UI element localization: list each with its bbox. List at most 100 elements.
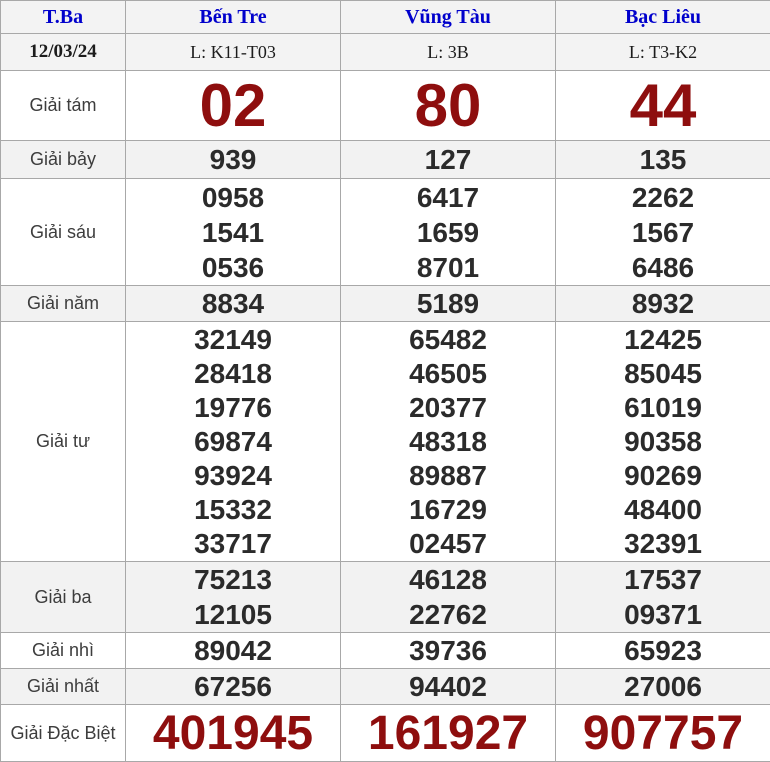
prize-label-second: Giải nhì [1,633,126,669]
prize-number: 12105 [126,597,340,632]
prize-number: 907757 [556,706,770,761]
prize-cell: 94402 [341,669,556,705]
prize-cell: 907757 [556,705,770,762]
prize-number: 61019 [556,391,770,425]
prize-cell: 67256 [126,669,341,705]
prize-number: 0958 [126,180,340,215]
prize-number: 94402 [341,669,555,704]
station-link-ben-tre[interactable]: Bến Tre [126,1,341,34]
prize-number: 17537 [556,562,770,597]
prize-row-sixth: Giải sáu 0958 1541 0536 6417 1659 8701 2… [1,179,770,286]
prize-number: 1541 [126,215,340,250]
prize-number: 65923 [556,633,770,668]
prize-cell: 401945 [126,705,341,762]
prize-number: 67256 [126,669,340,704]
prize-number: 1659 [341,215,555,250]
prize-number: 8834 [126,286,340,321]
prize-cell: 17537 09371 [556,562,770,633]
loto-code-ben-tre: L: K11-T03 [126,34,341,71]
prize-label-third: Giải ba [1,562,126,633]
prize-number: 02 [126,72,340,140]
prize-number: 32391 [556,527,770,561]
prize-number: 09371 [556,597,770,632]
draw-date: 12/03/24 [1,34,126,71]
prize-number: 46505 [341,357,555,391]
prize-cell: 127 [341,141,556,179]
prize-number: 127 [341,142,555,177]
prize-cell: 2262 1567 6486 [556,179,770,286]
station-link-vung-tau[interactable]: Vũng Tàu [341,1,556,34]
prize-number: 02457 [341,527,555,561]
prize-number: 27006 [556,669,770,704]
prize-number: 89042 [126,633,340,668]
prize-number: 90269 [556,459,770,493]
prize-label-sixth: Giải sáu [1,179,126,286]
prize-label-first: Giải nhất [1,669,126,705]
prize-number: 90358 [556,425,770,459]
prize-number: 48400 [556,493,770,527]
prize-number: 1567 [556,215,770,250]
prize-cell: 46128 22762 [341,562,556,633]
prize-number: 48318 [341,425,555,459]
prize-cell: 161927 [341,705,556,762]
prize-row-second: Giải nhì 89042 39736 65923 [1,633,770,669]
prize-cell: 8834 [126,286,341,322]
prize-row-special: Giải Đặc Biệt 401945 161927 907757 [1,705,770,762]
prize-row-third: Giải ba 75213 12105 46128 22762 17537 09… [1,562,770,633]
prize-number: 28418 [126,357,340,391]
prize-number: 46128 [341,562,555,597]
prize-label-fifth: Giải năm [1,286,126,322]
prize-number: 39736 [341,633,555,668]
prize-cell: 65923 [556,633,770,669]
prize-cell: 75213 12105 [126,562,341,633]
prize-number: 16729 [341,493,555,527]
prize-cell: 12425 85045 61019 90358 90269 48400 3239… [556,322,770,562]
prize-label-seventh: Giải bảy [1,141,126,179]
prize-number: 33717 [126,527,340,561]
prize-cell: 0958 1541 0536 [126,179,341,286]
prize-number: 93924 [126,459,340,493]
prize-number: 65482 [341,323,555,357]
prize-cell: 135 [556,141,770,179]
prize-label-special: Giải Đặc Biệt [1,705,126,762]
prize-label-eighth: Giải tám [1,71,126,141]
prize-row-seventh: Giải bảy 939 127 135 [1,141,770,179]
prize-cell: 39736 [341,633,556,669]
prize-row-fifth: Giải năm 8834 5189 8932 [1,286,770,322]
prize-number: 8701 [341,250,555,285]
prize-cell: 939 [126,141,341,179]
prize-number: 80 [341,72,555,140]
prize-cell: 8932 [556,286,770,322]
prize-number: 69874 [126,425,340,459]
prize-number: 22762 [341,597,555,632]
prize-number: 401945 [126,706,340,761]
loto-code-bac-lieu: L: T3-K2 [556,34,770,71]
prize-number: 89887 [341,459,555,493]
prize-number: 6486 [556,250,770,285]
prize-cell: 89042 [126,633,341,669]
prize-cell: 02 [126,71,341,141]
prize-number: 44 [556,72,770,140]
prize-number: 939 [126,142,340,177]
prize-number: 75213 [126,562,340,597]
prize-row-eighth: Giải tám 02 80 44 [1,71,770,141]
prize-number: 12425 [556,323,770,357]
prize-number: 6417 [341,180,555,215]
day-header-link[interactable]: T.Ba [1,1,126,34]
prize-number: 0536 [126,250,340,285]
prize-row-first: Giải nhất 67256 94402 27006 [1,669,770,705]
station-link-bac-lieu[interactable]: Bạc Liêu [556,1,770,34]
header-row: T.Ba Bến Tre Vũng Tàu Bạc Liêu [1,1,770,34]
prize-number: 19776 [126,391,340,425]
prize-number: 15332 [126,493,340,527]
prize-cell: 65482 46505 20377 48318 89887 16729 0245… [341,322,556,562]
prize-number: 20377 [341,391,555,425]
prize-number: 161927 [341,706,555,761]
prize-row-fourth: Giải tư 32149 28418 19776 69874 93924 15… [1,322,770,562]
prize-cell: 80 [341,71,556,141]
prize-number: 8932 [556,286,770,321]
prize-cell: 44 [556,71,770,141]
prize-number: 2262 [556,180,770,215]
prize-cell: 27006 [556,669,770,705]
